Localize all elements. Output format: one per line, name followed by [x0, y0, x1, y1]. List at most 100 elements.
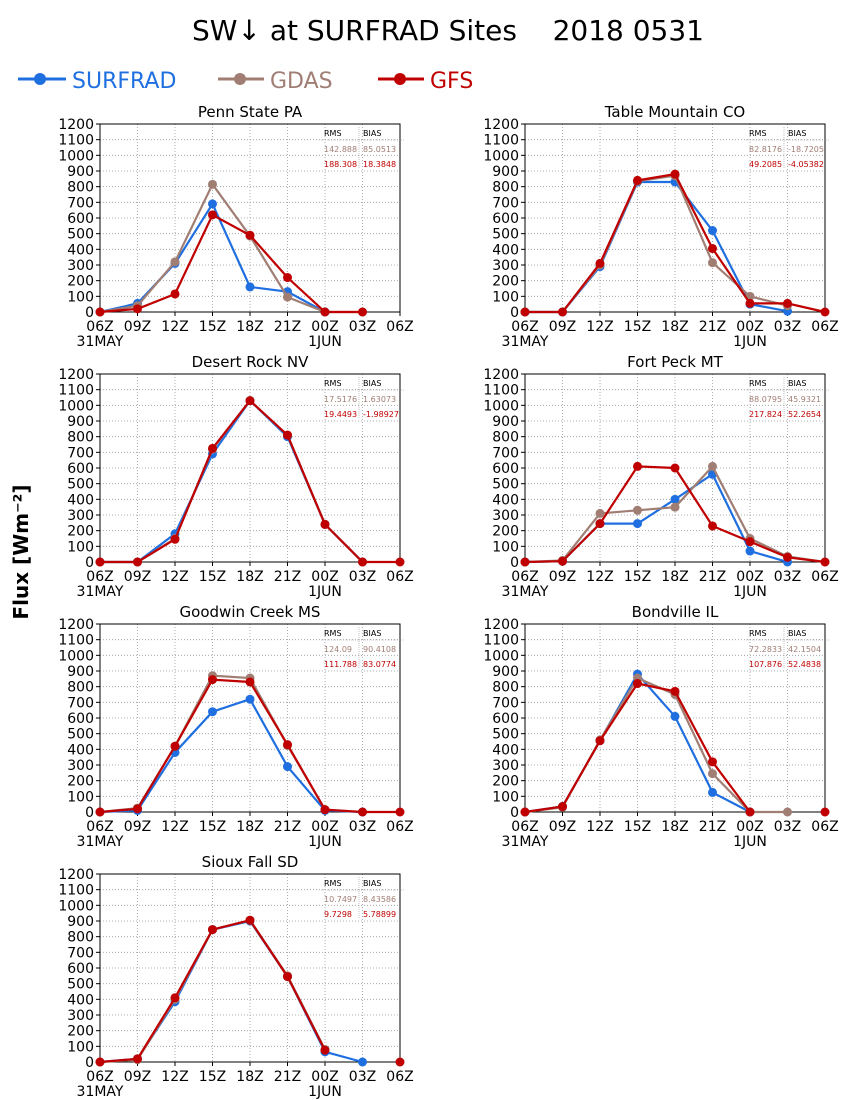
data-point-surfrad: [745, 546, 755, 556]
data-point-gfs: [358, 557, 367, 567]
data-point-gfs: [133, 304, 142, 314]
stat-rms-gdas: 17.5176: [324, 395, 357, 404]
y-tick-label: 200: [492, 274, 519, 290]
stat-bias-gdas: 90.4108: [363, 645, 396, 654]
x-tick-label: 03Z: [349, 569, 376, 585]
panel-title: Goodwin Creek MS: [180, 603, 321, 621]
x-tick-label: 09Z: [124, 569, 151, 585]
x-tick-label: 00Z: [736, 319, 763, 335]
stat-bias-gfs: 5.78899: [363, 910, 396, 919]
x-tick-label: 00Z: [736, 819, 763, 835]
stat-rms-gfs: 49.2085: [749, 160, 782, 169]
stats-header-bias: BIAS: [363, 379, 381, 388]
x-tick-label: 12Z: [161, 319, 188, 335]
y-tick-label: 400: [67, 242, 94, 258]
y-tick-label: 0: [85, 1055, 94, 1071]
y-tick-label: 0: [510, 555, 519, 571]
panel-title: Table Mountain CO: [604, 103, 746, 121]
y-tick-label: 900: [67, 664, 94, 680]
y-tick-label: 500: [492, 227, 519, 243]
y-tick-label: 300: [492, 258, 519, 274]
y-tick-label: 200: [67, 1024, 94, 1040]
stat-rms-gfs: 111.788: [324, 660, 357, 669]
data-point-gfs: [95, 307, 105, 317]
x-tick-label: 21Z: [274, 1069, 301, 1085]
panel-sioux-fall-sd: Sioux Fall SD 010020030040050060070080090…: [58, 853, 413, 1100]
data-point-gfs: [283, 430, 292, 440]
y-tick-label: 400: [67, 742, 94, 758]
y-tick-label: 0: [85, 555, 94, 571]
y-tick-label: 900: [67, 164, 94, 180]
legend-marker-surfrad: [34, 73, 46, 85]
data-point-gdas: [595, 508, 605, 518]
x-tick-label: 06Z: [811, 569, 838, 585]
series-line-gfs: [99, 213, 363, 314]
data-point-gfs: [820, 557, 830, 567]
x-tick-label: 15Z: [624, 569, 651, 585]
data-point-gfs: [595, 519, 605, 529]
stats-header-rms: RMS: [749, 379, 767, 388]
panel-title: Desert Rock NV: [192, 353, 309, 371]
x-tick-label: 21Z: [699, 819, 726, 835]
y-tick-label: 700: [67, 695, 94, 711]
stat-bias-gdas: 8.43586: [363, 895, 396, 904]
legend-item-gfs: GFS: [378, 69, 473, 94]
data-point-gfs: [95, 807, 105, 817]
data-point-gfs: [520, 307, 530, 317]
data-point-gfs: [320, 519, 330, 529]
y-tick-label: 1200: [483, 117, 519, 133]
x-tick-label: 21Z: [274, 319, 301, 335]
x-tick-label: 21Z: [274, 819, 301, 835]
y-tick-label: 1100: [58, 633, 94, 649]
data-point-surfrad: [670, 494, 680, 504]
data-point-gfs: [358, 807, 367, 817]
y-tick-label: 700: [492, 445, 519, 461]
y-tick-label: 800: [492, 430, 519, 446]
data-point-gfs: [520, 807, 530, 817]
y-tick-label: 1200: [483, 367, 519, 383]
series-line-gdas: [525, 174, 788, 314]
stat-rms-gfs: 9.7298: [324, 910, 352, 919]
x-tick-label: 06Z: [811, 819, 838, 835]
stat-bias-gdas: 1.63073: [363, 395, 396, 404]
legend: SURFRAD GDAS GFS: [18, 69, 473, 94]
panel-title: Sioux Fall SD: [202, 853, 299, 871]
y-tick-label: 400: [492, 492, 519, 508]
data-point-gfs: [633, 679, 642, 689]
x-tick-label: 00Z: [311, 819, 338, 835]
data-point-gfs: [520, 557, 530, 567]
stat-bias-gfs: 52.2654: [788, 410, 821, 419]
y-tick-label: 100: [492, 789, 519, 805]
stats-header-bias: BIAS: [788, 629, 806, 638]
data-point-gfs: [320, 307, 330, 317]
x-tick-label: 18Z: [661, 819, 688, 835]
y-tick-label: 1200: [58, 617, 94, 633]
stats-header-rms: RMS: [324, 629, 342, 638]
data-point-gfs: [670, 686, 680, 696]
x-tick-label: 06Z: [86, 1069, 113, 1085]
y-tick-label: 200: [67, 524, 94, 540]
panel-table-mountain-co: Table Mountain CO01002003004005006007008…: [483, 103, 838, 350]
panel-bondville-il: Bondville IL 0100200300400500600700800900…: [483, 603, 838, 850]
stats-header-bias: BIAS: [363, 879, 381, 888]
stats-header-rms: RMS: [324, 129, 342, 138]
y-tick-label: 1000: [58, 898, 94, 914]
data-point-gfs: [558, 307, 567, 317]
y-tick-label: 500: [67, 477, 94, 493]
y-tick-label: 600: [67, 211, 94, 227]
x-tick-label: 09Z: [549, 569, 576, 585]
y-tick-label: 0: [85, 805, 94, 821]
data-point-gdas: [208, 179, 217, 189]
y-tick-label: 800: [67, 180, 94, 196]
x-tick-label: 06Z: [386, 819, 413, 835]
stat-bias-gdas: 42.1504: [788, 645, 821, 654]
y-tick-label: 600: [67, 461, 94, 477]
stat-rms-gfs: 107.876: [749, 660, 782, 669]
x-tick-label: 00Z: [311, 1069, 338, 1085]
x-tick-label: 21Z: [699, 569, 726, 585]
date-label-end: 1JUN: [308, 334, 342, 350]
data-point-gfs: [670, 169, 680, 179]
x-tick-label: 18Z: [236, 569, 263, 585]
data-point-surfrad: [708, 226, 717, 236]
data-point-gfs: [170, 289, 180, 299]
